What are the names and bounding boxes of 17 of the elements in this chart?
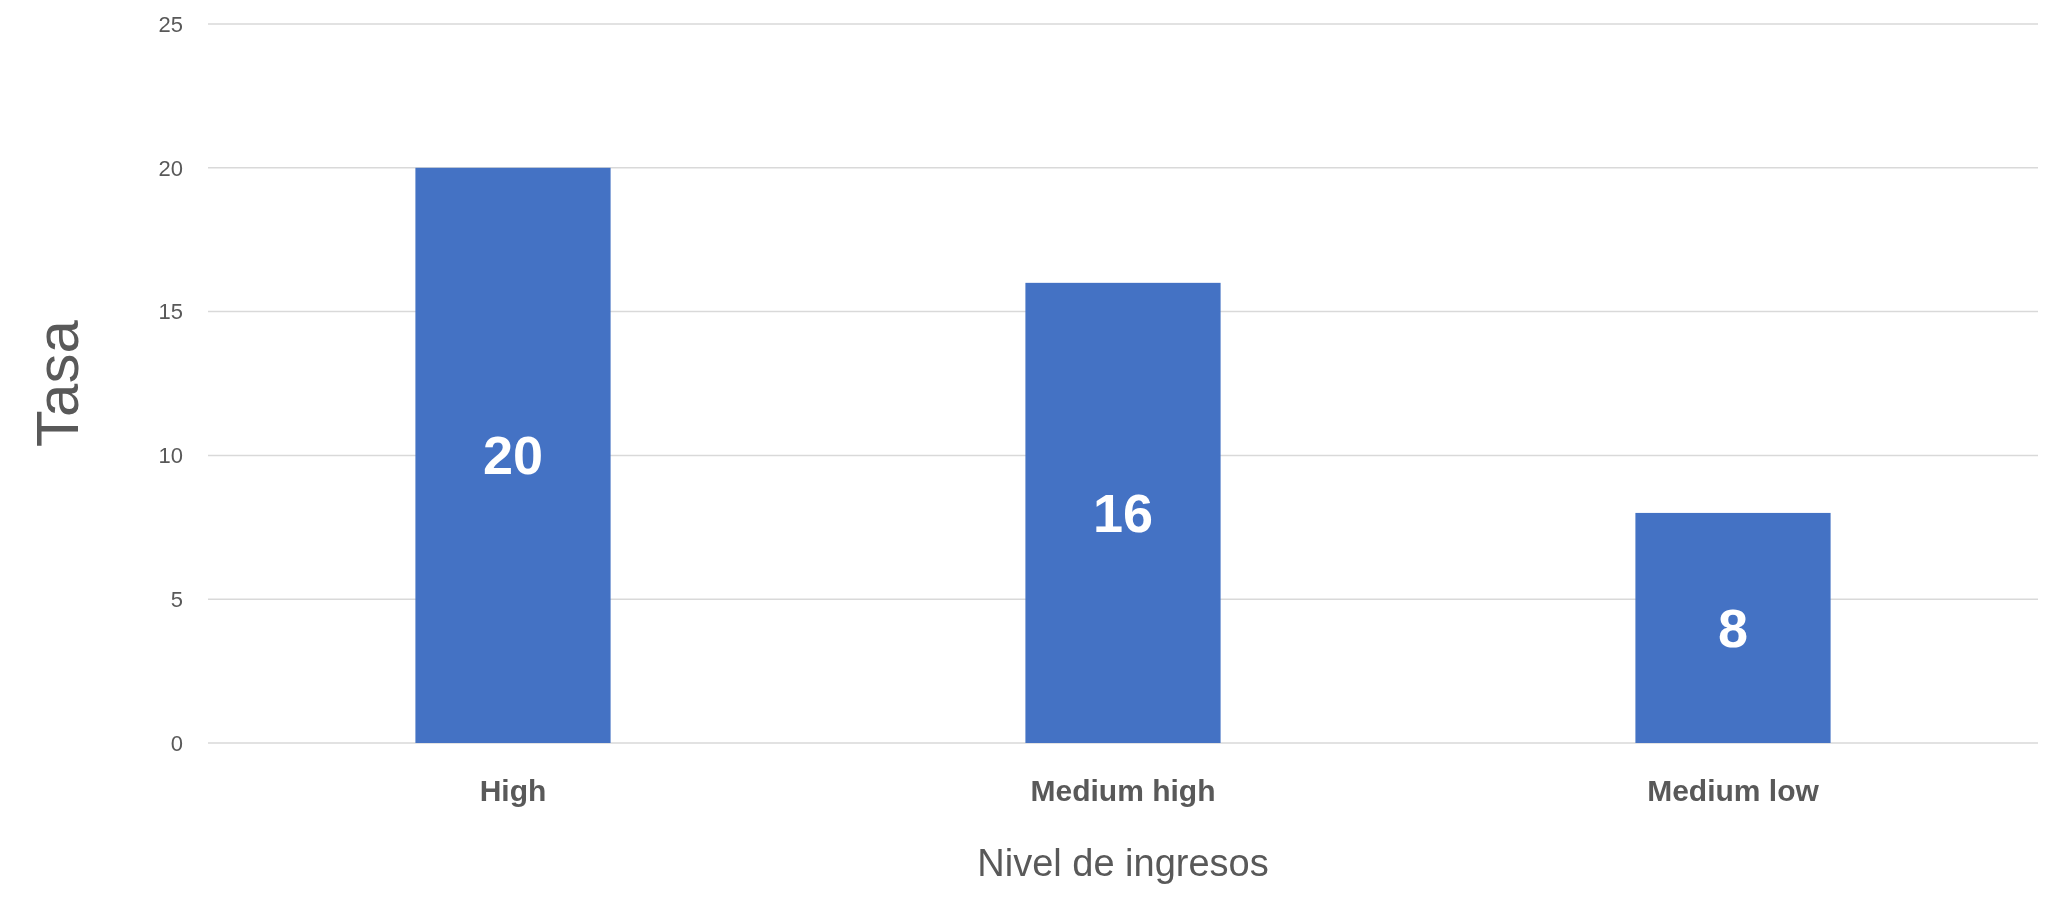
data-label: 20	[482, 425, 544, 486]
bar	[415, 167, 611, 743]
x-tick-label: Medium high	[1030, 774, 1216, 807]
x-axis-title: Nivel de ingresos	[977, 842, 1269, 884]
bar	[1635, 512, 1831, 743]
y-tick-label: 20	[158, 155, 183, 181]
y-axis-title: Tasa	[24, 319, 91, 447]
bar	[1025, 282, 1221, 743]
y-tick-label: 5	[170, 586, 183, 612]
y-tick-label: 0	[170, 730, 183, 756]
x-tick-label: Medium low	[1647, 774, 1820, 807]
data-label: 16	[1092, 482, 1154, 543]
y-tick-label: 25	[158, 11, 183, 37]
data-label: 8	[1717, 597, 1749, 658]
y-tick-label: 10	[158, 443, 183, 469]
y-tick-label: 15	[158, 299, 183, 325]
x-tick-label: High	[479, 774, 547, 807]
